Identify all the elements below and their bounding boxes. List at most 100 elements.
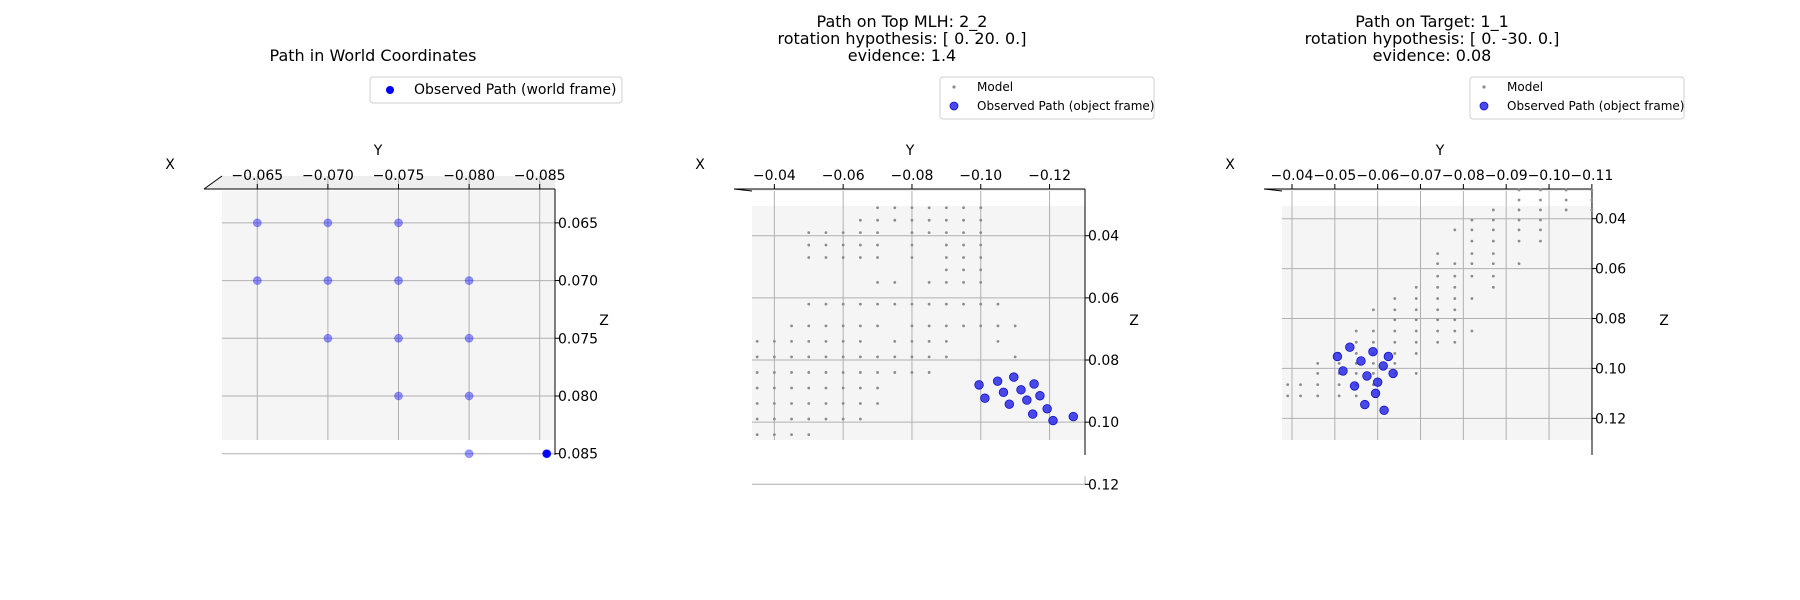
model-point (1453, 308, 1457, 312)
observed-path-point (252, 276, 262, 286)
z-tick-label: 0.12 (1595, 411, 1626, 427)
chart-title-line: evidence: 1.4 (848, 46, 956, 65)
observed-path-point (394, 276, 403, 286)
model-point (858, 231, 862, 235)
model-point (893, 355, 897, 359)
observed-path-point (464, 391, 474, 401)
x-axis-label: X (1225, 157, 1235, 173)
model-point (893, 218, 897, 222)
observed-path-point (992, 376, 1003, 386)
observed-path-point (1362, 371, 1372, 381)
model-point (790, 324, 793, 328)
model-point (841, 386, 845, 390)
z-axis-label: Z (1659, 313, 1669, 329)
y-tick-label: −0.08 (891, 168, 934, 184)
model-point (755, 339, 759, 343)
z-tick-label: 0.08 (1595, 312, 1626, 328)
observed-path-points (252, 218, 552, 459)
model-point (927, 231, 931, 235)
model-point (841, 302, 845, 306)
model-point (841, 324, 845, 328)
model-point (841, 417, 845, 421)
observed-path-point (1028, 409, 1038, 419)
model-point (944, 280, 948, 284)
model-point (876, 280, 879, 284)
model-point (1371, 329, 1375, 333)
model-point (1414, 340, 1418, 344)
model-point (962, 243, 965, 247)
model-point (1491, 228, 1495, 232)
model-point (824, 324, 828, 328)
y-axis-label: Y (905, 143, 915, 159)
model-point (1436, 318, 1440, 322)
model-point (1414, 285, 1418, 289)
model-point (1299, 394, 1302, 398)
y-tick-label: −0.080 (443, 168, 495, 184)
model-point (1453, 329, 1457, 333)
model-point (1470, 329, 1474, 333)
model-point (1453, 262, 1457, 266)
model-point (1436, 297, 1440, 300)
z-tick-label: 0.08 (1088, 353, 1119, 369)
model-point (944, 268, 948, 272)
model-point (1393, 352, 1397, 355)
legend: Model Observed Path (object frame) (1469, 76, 1685, 120)
model-point (858, 339, 862, 343)
axes-pane (752, 206, 1085, 440)
observed-path-point (1388, 368, 1398, 379)
model-point (979, 268, 983, 272)
legend-model-marker (952, 85, 956, 89)
model-point (841, 402, 845, 405)
model-point (1316, 394, 1320, 398)
model-point (876, 324, 879, 328)
legend: Observed Path (world frame) (369, 76, 623, 104)
model-point (1517, 218, 1521, 222)
model-point (944, 206, 948, 210)
axes-pane (222, 191, 555, 440)
model-point (962, 324, 965, 328)
model-point (1436, 308, 1440, 312)
model-point (1354, 394, 1358, 398)
model-point (772, 355, 776, 359)
model-points (1286, 188, 1594, 398)
model-point (979, 231, 983, 235)
model-point (1316, 383, 1320, 387)
model-point (1517, 262, 1521, 266)
chart-title-line: rotation hypothesis: [ 0. 20. 0.] (778, 29, 1027, 48)
model-point (944, 324, 948, 328)
model-point (1539, 208, 1542, 212)
model-point (1453, 297, 1457, 300)
observed-path-point (1048, 415, 1058, 426)
model-point (1453, 228, 1457, 232)
model-point (1564, 198, 1568, 202)
model-point (1371, 372, 1375, 375)
model-point (824, 243, 828, 247)
model-point (1564, 188, 1568, 192)
observed-path-point (1332, 351, 1343, 362)
model-point (755, 402, 759, 405)
model-point (876, 302, 879, 306)
model-point (790, 417, 793, 421)
model-point (858, 386, 862, 390)
legend: Model Observed Path (object frame) (939, 76, 1155, 120)
model-point (807, 402, 811, 405)
model-point (1590, 208, 1594, 212)
model-point (910, 302, 914, 306)
model-point (772, 433, 776, 436)
legend-label: Observed Path (object frame) (1507, 99, 1684, 113)
y-tick-label: −0.10 (959, 168, 1002, 184)
model-point (944, 243, 948, 247)
x-axis-label: X (165, 157, 175, 173)
model-point (927, 218, 931, 222)
model-point (962, 302, 965, 306)
z-tick-label: 0.04 (1595, 212, 1626, 228)
model-point (876, 371, 879, 374)
model-point (824, 256, 828, 259)
model-point (824, 386, 828, 390)
model-point (807, 243, 811, 247)
model-point (772, 402, 776, 405)
observed-path-point (1356, 356, 1366, 366)
z-tick-label: 0.065 (558, 216, 598, 232)
